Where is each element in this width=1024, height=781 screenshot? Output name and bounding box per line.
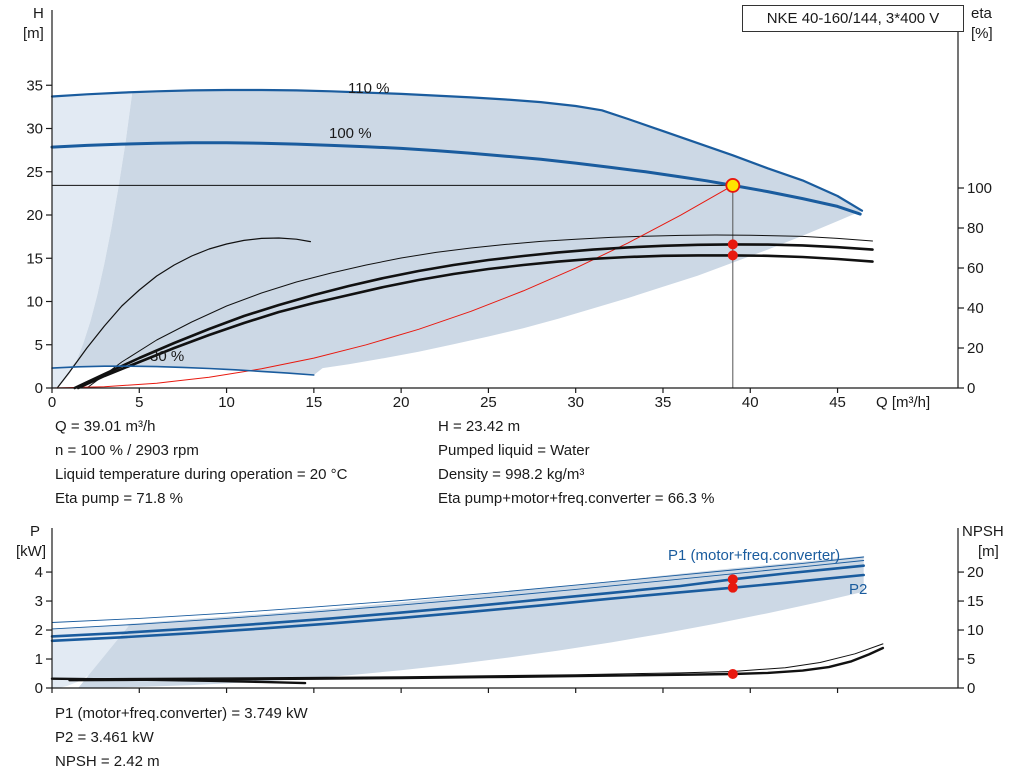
x-tick-label: 30 <box>567 394 584 411</box>
pump-type-box: NKE 40-160/144, 3*400 V <box>742 5 964 32</box>
info-density: Density = 998.2 kg/m³ <box>438 466 585 483</box>
y-right-tick-label: 20 <box>967 564 984 581</box>
q-axis-label: Q [m³/h] <box>876 394 930 411</box>
p-axis-label: P <box>30 523 40 540</box>
y-right-tick-label: 10 <box>967 622 984 639</box>
h-axis-unit: [m] <box>23 25 44 42</box>
speed-100-label: 100 % <box>329 125 372 142</box>
npsh-tolerance-curve <box>69 643 884 680</box>
info-head: H = 23.42 m <box>438 418 521 435</box>
y-left-tick-label: 20 <box>26 207 43 224</box>
y-right-tick-label: 0 <box>967 680 975 697</box>
p-reduced-speed-curve <box>50 677 307 685</box>
info-liquid-temperature: Liquid temperature during operation = 20… <box>55 466 348 483</box>
eta-pump-point <box>727 239 738 250</box>
eta-reduced-speed-curve <box>56 237 311 389</box>
y-left-tick-label: 0 <box>35 380 43 397</box>
power-info-block: P1 (motor+freq.converter) = 3.749 kW P2 … <box>55 702 308 774</box>
eta-total-curve <box>76 254 874 390</box>
info-pumped-liquid: Pumped liquid = Water <box>438 442 590 459</box>
operating-envelope-low-flow <box>52 92 133 388</box>
y-right-tick-label: 100 <box>967 180 992 197</box>
y-right-tick-label: 60 <box>967 260 984 277</box>
info-p1: P1 (motor+freq.converter) = 3.749 kW <box>55 705 308 722</box>
p1-point <box>727 574 738 585</box>
y-left-tick-label: 25 <box>26 164 43 181</box>
y-left-tick-label: 15 <box>26 250 43 267</box>
x-tick-label: 10 <box>218 394 235 411</box>
p2-point <box>727 582 738 593</box>
info-p2: P2 = 3.461 kW <box>55 729 154 746</box>
y-right-tick-label: 80 <box>967 220 984 237</box>
x-tick-label: 20 <box>393 394 410 411</box>
p1-tolerance-curve-2 <box>51 556 865 623</box>
eta-axis-label: eta <box>971 5 993 22</box>
eta-pump-curve <box>73 243 874 390</box>
y-left-tick-label: 1 <box>35 651 43 668</box>
y-right-tick-label: 0 <box>967 380 975 397</box>
power-envelope <box>78 556 864 688</box>
x-tick-label: 15 <box>306 394 323 411</box>
y-right-tick-label: 5 <box>967 651 975 668</box>
operating-envelope <box>70 90 863 375</box>
npsh-axis-unit: [m] <box>978 543 999 560</box>
power-chart: 0 1 2 3 4 0 5 10 15 20 P1 (motor+freq.converter) P2… <box>16 523 1004 697</box>
y-left-tick-label: 35 <box>26 77 43 94</box>
npsh-axis-label: NPSH <box>962 523 1004 540</box>
p2-curve <box>50 573 865 643</box>
x-tick-label: 40 <box>742 394 759 411</box>
info-flow: Q = 39.01 m³/h <box>55 418 156 435</box>
y-left-tick-label: 30 <box>26 121 43 138</box>
info-eta-pump: Eta pump = 71.8 % <box>55 490 183 507</box>
speed-110-label: 110 % <box>348 80 389 97</box>
speed-30-label: 30 % <box>150 348 184 365</box>
y-left-tick-label: 2 <box>35 622 43 639</box>
duty-point[interactable] <box>725 178 741 193</box>
y-left-tick-label: 10 <box>26 294 43 311</box>
p1-curve-label: P1 (motor+freq.converter) <box>668 547 840 564</box>
pump-type-label: NKE 40-160/144, 3*400 V <box>766 10 940 27</box>
duty-info-left-column: Q = 39.01 m³/h n = 100 % / 2903 rpm Liqu… <box>55 415 347 511</box>
p1-tolerance-curve <box>51 560 865 630</box>
p1-curve <box>50 564 865 638</box>
npsh-point <box>727 668 738 679</box>
y-left-tick-label: 3 <box>35 593 43 610</box>
x-tick-label: 25 <box>480 394 497 411</box>
y-right-tick-label: 40 <box>967 300 984 317</box>
y-left-tick-label: 0 <box>35 680 43 697</box>
y-right-tick-label: 15 <box>967 593 984 610</box>
eta-axis-unit: [%] <box>971 25 993 42</box>
x-tick-label: 35 <box>655 394 672 411</box>
speed-30-curve <box>51 365 315 376</box>
y-right-tick-label: 20 <box>967 340 984 357</box>
hq-chart: 0 5 10 15 20 25 30 35 40 45 0 5 10 15 20 25 30 35 0 20 40 60 8… <box>23 5 993 411</box>
y-left-tick-label: 5 <box>35 337 43 354</box>
x-tick-label: 5 <box>135 394 143 411</box>
info-npsh: NPSH = 2.42 m <box>55 753 160 770</box>
h-axis-label: H <box>33 5 44 22</box>
info-speed: n = 100 % / 2903 rpm <box>55 442 199 459</box>
npsh-curve <box>68 646 885 682</box>
p2-curve-label: P2 <box>849 581 867 598</box>
eta-pump-tolerance-curve <box>86 234 873 389</box>
x-tick-label: 0 <box>48 394 56 411</box>
duty-info-right-column: H = 23.42 m Pumped liquid = Water Densit… <box>438 415 714 511</box>
speed-110-curve <box>50 88 864 212</box>
x-tick-label: 45 <box>829 394 846 411</box>
y-left-tick-label: 4 <box>35 564 43 581</box>
info-eta-total: Eta pump+motor+freq.converter = 66.3 % <box>438 490 715 507</box>
p-axis-unit: [kW] <box>16 543 46 560</box>
eta-total-point <box>727 250 738 261</box>
